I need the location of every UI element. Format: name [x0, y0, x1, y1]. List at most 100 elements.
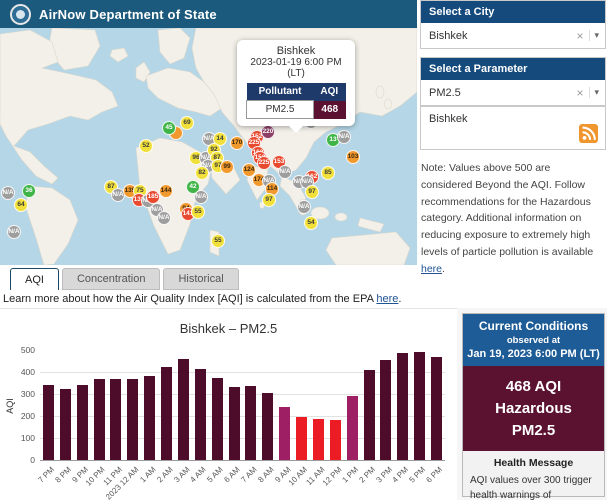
- chart-bar[interactable]: [346, 396, 358, 460]
- aqi-map-marker[interactable]: N/A: [297, 200, 311, 214]
- chart-bar[interactable]: [177, 359, 189, 460]
- aqi-map-marker[interactable]: 36: [22, 184, 36, 198]
- aqi-map-marker[interactable]: N/A: [1, 186, 15, 200]
- chart-bar-column: 2 PM: [357, 351, 377, 485]
- aqi-map-marker[interactable]: 85: [321, 166, 335, 180]
- city-feed-box: Bishkek: [420, 106, 606, 150]
- epa-here-link[interactable]: here: [376, 293, 399, 305]
- aqi-map-marker[interactable]: N/A: [7, 225, 21, 239]
- chart-bar[interactable]: [194, 368, 206, 460]
- parameter-caret-icon[interactable]: ▾: [589, 87, 599, 98]
- current-conditions-header: Current Conditions observed at Jan 19, 2…: [463, 314, 604, 366]
- x-tick-label: 5 AM: [205, 465, 225, 485]
- chart-bar[interactable]: [59, 388, 71, 460]
- parameter-clear-icon[interactable]: ×: [576, 85, 584, 100]
- chart-bar[interactable]: [431, 357, 443, 460]
- aqi-map-marker[interactable]: 55: [191, 205, 205, 219]
- city-caret-icon[interactable]: ▾: [589, 30, 599, 41]
- aqi-map-marker[interactable]: 144: [159, 184, 173, 198]
- aqi-map-marker[interactable]: 225: [257, 156, 271, 170]
- map-popup: Bishkek 2023-01-19 6:00 PM (LT) Pollutan…: [237, 40, 355, 133]
- note-here-link[interactable]: here: [421, 262, 443, 275]
- chart-bar[interactable]: [262, 392, 274, 460]
- chart-bar[interactable]: [414, 352, 426, 460]
- chart-bar[interactable]: [279, 406, 291, 460]
- chart-bar[interactable]: [144, 376, 156, 460]
- chart-title: Bishkek – PM2.5: [179, 321, 278, 336]
- aqi-map-marker[interactable]: 55: [211, 234, 225, 248]
- aqi-map-marker[interactable]: 103: [346, 150, 360, 164]
- aqi-map-marker[interactable]: 64: [14, 198, 28, 212]
- x-tick-label: 4 AM: [188, 465, 208, 485]
- y-tick-label: 0: [30, 455, 35, 465]
- chart-bar[interactable]: [245, 386, 257, 460]
- note-suffix: .: [442, 262, 445, 275]
- chart-bar[interactable]: [329, 419, 341, 460]
- aqi-map-marker[interactable]: 220: [261, 125, 275, 139]
- aqi-map-marker[interactable]: N/A: [278, 165, 292, 179]
- aqi-map-marker[interactable]: 99: [220, 160, 234, 174]
- popup-city: Bishkek: [276, 45, 316, 57]
- chart-bar[interactable]: [296, 416, 308, 460]
- aqi-map-marker[interactable]: 54: [304, 216, 318, 230]
- x-tick-label: 5 PM: [407, 465, 428, 485]
- chart-bar-column: 4 PM: [391, 351, 410, 485]
- tab-historical[interactable]: Historical: [163, 268, 239, 290]
- x-tick-label: 3 PM: [374, 465, 394, 485]
- aqi-map-marker[interactable]: 52: [139, 139, 153, 153]
- x-tick-label: 1 AM: [138, 465, 158, 485]
- chart-bar[interactable]: [380, 359, 392, 460]
- aqi-map-marker[interactable]: 170: [230, 136, 244, 150]
- popup-col-pollutant: Pollutant: [246, 83, 314, 101]
- beyond-aqi-note: Note: Values above 500 are considered Be…: [421, 160, 601, 278]
- y-tick-label: 500: [20, 345, 35, 355]
- chart-bar[interactable]: [76, 384, 88, 460]
- chart-bar[interactable]: [228, 387, 240, 460]
- learn-more-suffix: .: [398, 293, 402, 305]
- chart-bar-column: 6 AM: [222, 351, 242, 484]
- parameter-dropdown[interactable]: PM2.5 × ▾: [421, 80, 605, 105]
- chart-bar-column: 5 PM: [408, 351, 427, 485]
- chart-bar[interactable]: [110, 378, 122, 460]
- chart-bar[interactable]: [312, 419, 324, 460]
- x-tick-label: 6 AM: [222, 465, 242, 485]
- chart-bar[interactable]: [397, 352, 409, 460]
- city-dropdown[interactable]: Bishkek × ▾: [421, 23, 605, 48]
- chart-bar[interactable]: [211, 377, 223, 460]
- popup-aqi-value: 468: [313, 100, 346, 119]
- aqi-map-marker[interactable]: N/A: [337, 130, 351, 144]
- select-parameter-header: Select a Parameter: [421, 58, 605, 80]
- chart-bar[interactable]: [363, 369, 375, 460]
- chart-bar[interactable]: [127, 378, 139, 460]
- x-tick-label: 3 AM: [171, 465, 192, 485]
- parameter-dropdown-value: PM2.5: [429, 86, 461, 99]
- tab-concentration[interactable]: Concentration: [61, 268, 161, 290]
- select-city-panel: Select a City Bishkek × ▾: [420, 0, 606, 49]
- chart-bar[interactable]: [161, 366, 173, 460]
- aqi-map-marker[interactable]: 97: [262, 193, 276, 207]
- chart-bar[interactable]: [42, 385, 54, 460]
- rss-feed-icon[interactable]: [579, 124, 598, 143]
- aqi-map-marker[interactable]: N/A: [194, 190, 208, 204]
- aqi-map-marker[interactable]: 97: [305, 185, 319, 199]
- aqi-map-marker[interactable]: N/A: [157, 211, 171, 225]
- app-header: AirNow Department of State: [0, 0, 417, 28]
- chart-bar-column: 2 AM: [155, 351, 174, 484]
- x-tick-label: 2 PM: [357, 465, 377, 485]
- aqi-map-marker[interactable]: 124: [242, 163, 256, 177]
- aqi-map-marker[interactable]: 185: [146, 190, 160, 204]
- chart-bar-column: 7 PM: [37, 351, 56, 485]
- aqi-map-marker[interactable]: 45: [162, 121, 176, 135]
- aqi-map-marker[interactable]: 82: [195, 166, 209, 180]
- cc-health-block: Health Message AQI values over 300 trigg…: [463, 451, 604, 500]
- aqi-map-marker[interactable]: 69: [180, 116, 194, 130]
- cc-datetime: Jan 19, 2023 6:00 PM (LT): [467, 348, 600, 360]
- chart-bar-column: 1 AM: [138, 351, 157, 484]
- cc-subtitle: observed at: [506, 335, 561, 346]
- chart-bar[interactable]: [93, 379, 105, 460]
- world-aqi-map[interactable]: N/A 36 64 N/A 52 45 69 N/A 14 96 N/A 92 87 N/A 97 99 82 4…: [0, 28, 417, 265]
- city-clear-icon[interactable]: ×: [576, 28, 584, 43]
- x-tick-label: 7 PM: [36, 465, 57, 485]
- tab-aqi[interactable]: AQI: [10, 268, 59, 290]
